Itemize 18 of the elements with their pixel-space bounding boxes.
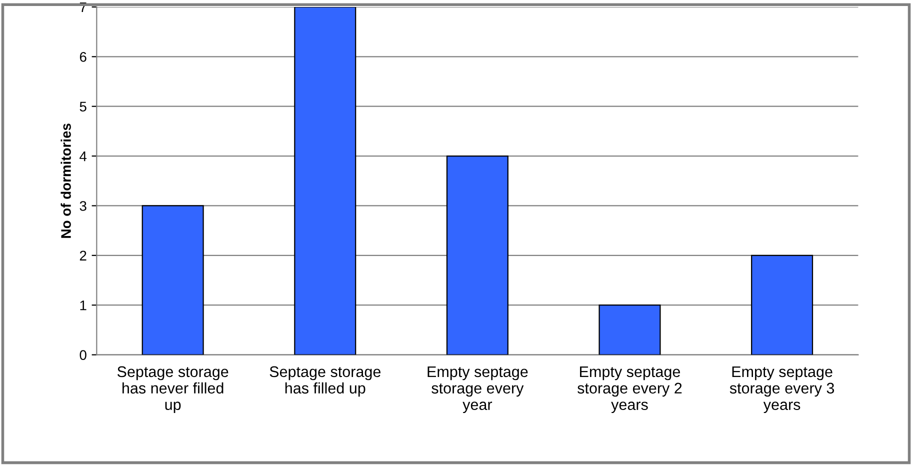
x-tick-label: Septage storage has never filled up xyxy=(117,366,228,414)
y-tick-label: 4 xyxy=(80,152,87,162)
bar xyxy=(294,6,356,355)
x-tick-label: Empty septage storage every year xyxy=(428,366,528,414)
y-tick-label: 3 xyxy=(80,201,86,211)
bar xyxy=(751,254,814,355)
y-tick-label: 1 xyxy=(80,300,86,310)
y-axis-title: No of dormitories xyxy=(60,124,71,238)
x-tick-label: Septage storage has filled up xyxy=(270,366,381,397)
y-tick-label: 2 xyxy=(80,250,86,260)
bar xyxy=(142,205,204,355)
y-tick-label: 5 xyxy=(80,102,86,112)
x-tick-label: Empty septage storage every 3 years xyxy=(730,366,834,414)
y-tick-label: 0 xyxy=(80,350,86,360)
bar xyxy=(446,155,508,355)
x-tick-label: Empty septage storage every 2 years xyxy=(578,366,682,414)
bar xyxy=(598,304,661,355)
y-tick-label: 6 xyxy=(80,52,86,62)
